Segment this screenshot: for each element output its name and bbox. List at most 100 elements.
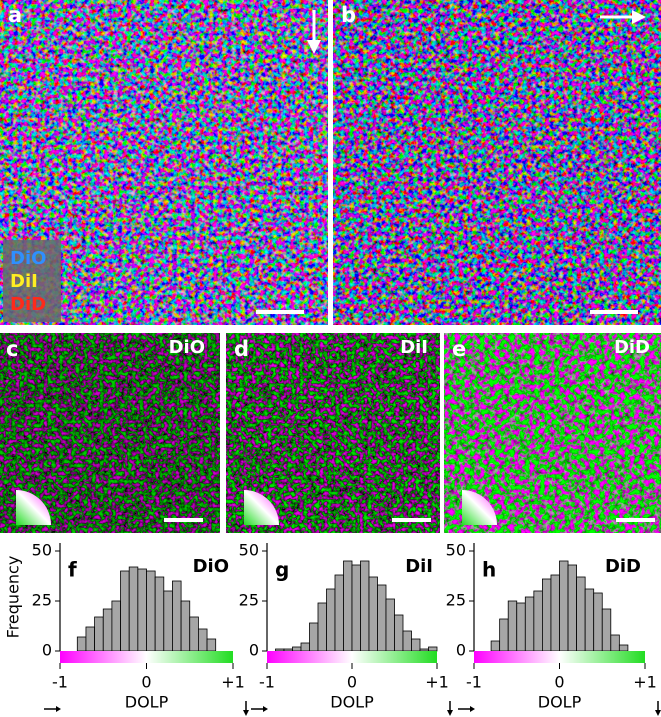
bar bbox=[584, 588, 595, 652]
bar bbox=[499, 618, 509, 652]
x-tick-label: +1 bbox=[633, 673, 657, 692]
bar bbox=[610, 634, 620, 652]
image-b bbox=[333, 0, 661, 325]
colorbar bbox=[474, 651, 645, 663]
orientation-icon bbox=[462, 490, 497, 525]
bar bbox=[137, 568, 147, 652]
bar bbox=[524, 596, 535, 652]
y-tick-label: 25 bbox=[239, 591, 259, 610]
x-tick-label: -1 bbox=[52, 673, 68, 692]
legend-entry: DiO bbox=[10, 248, 46, 269]
bar bbox=[163, 590, 173, 652]
bar bbox=[516, 602, 526, 652]
x-tick-label: 0 bbox=[347, 673, 357, 692]
bar bbox=[334, 574, 344, 652]
legend-box bbox=[3, 240, 61, 322]
y-tick-label: 0 bbox=[42, 641, 52, 660]
bar bbox=[146, 570, 156, 652]
bar bbox=[402, 630, 412, 652]
panel-label: e bbox=[452, 337, 466, 361]
orientation-icon bbox=[16, 490, 51, 525]
y-tick-label: 50 bbox=[239, 541, 259, 560]
arrow-head bbox=[307, 40, 321, 54]
bar bbox=[300, 642, 310, 652]
bar bbox=[419, 648, 429, 652]
bar bbox=[368, 576, 378, 652]
bar bbox=[343, 560, 353, 652]
bar bbox=[542, 578, 552, 652]
bar bbox=[76, 636, 87, 652]
dye-label: DiD bbox=[614, 337, 650, 358]
chart-title: DiD bbox=[605, 556, 641, 577]
bar bbox=[189, 616, 199, 652]
y-tick-label: 0 bbox=[249, 641, 259, 660]
bar bbox=[385, 598, 395, 652]
bar bbox=[351, 564, 361, 652]
bar bbox=[180, 600, 191, 652]
bar bbox=[559, 560, 569, 652]
arrow-head bbox=[632, 10, 646, 24]
x-tick-label: 0 bbox=[554, 673, 564, 692]
x-tick-label: -1 bbox=[259, 673, 275, 692]
bar bbox=[490, 640, 501, 652]
bar bbox=[94, 616, 104, 652]
chart-title: DiI bbox=[405, 556, 433, 577]
colorbar bbox=[267, 651, 437, 663]
panel-label: h bbox=[482, 558, 496, 582]
orientation-icon bbox=[244, 490, 279, 525]
bar bbox=[377, 584, 387, 652]
x-tick-label: -1 bbox=[466, 673, 482, 692]
panel-label: b bbox=[341, 3, 356, 27]
y-tick-label: 50 bbox=[32, 541, 52, 560]
bar bbox=[309, 622, 319, 652]
y-axis-label: Frequency bbox=[4, 556, 23, 639]
bar bbox=[206, 638, 217, 652]
dye-label: DiO bbox=[169, 337, 205, 358]
panel-label: d bbox=[234, 337, 249, 361]
bar bbox=[576, 576, 586, 652]
bar bbox=[507, 600, 518, 652]
panel-label: g bbox=[275, 558, 289, 582]
bar bbox=[197, 628, 208, 652]
panel-label: a bbox=[8, 3, 22, 27]
bar bbox=[326, 588, 336, 652]
bar bbox=[283, 648, 293, 652]
bar bbox=[102, 608, 113, 652]
bar bbox=[85, 626, 95, 652]
bar bbox=[601, 608, 612, 652]
bar bbox=[533, 590, 543, 652]
panel-label: f bbox=[68, 558, 77, 582]
y-tick-label: 25 bbox=[32, 591, 52, 610]
x-tick-label: 0 bbox=[141, 673, 151, 692]
bar bbox=[172, 580, 182, 652]
bar bbox=[593, 592, 603, 652]
arrow-head bbox=[56, 706, 61, 712]
bar bbox=[567, 564, 577, 652]
bar bbox=[128, 566, 139, 652]
bar bbox=[550, 574, 560, 652]
bar bbox=[428, 646, 438, 652]
dye-label: DiI bbox=[400, 337, 428, 358]
chart-title: DiO bbox=[193, 556, 229, 577]
x-tick-label: +1 bbox=[221, 673, 245, 692]
x-tick-label: +1 bbox=[425, 673, 449, 692]
bar bbox=[275, 648, 285, 652]
arrow-head bbox=[263, 706, 268, 712]
bar bbox=[618, 644, 629, 652]
colorbar bbox=[60, 651, 233, 663]
legend-entry: DiD bbox=[10, 294, 46, 315]
bar bbox=[154, 576, 165, 652]
arrow-head bbox=[655, 710, 661, 716]
bar bbox=[394, 614, 404, 652]
x-axis-label: DOLP bbox=[125, 693, 169, 712]
arrow-head bbox=[243, 710, 249, 716]
legend-entry: DiI bbox=[10, 271, 38, 292]
bar bbox=[120, 570, 130, 652]
bar bbox=[317, 602, 327, 652]
x-axis-label: DOLP bbox=[538, 693, 582, 712]
arrow-head bbox=[470, 706, 475, 712]
bar bbox=[411, 638, 421, 652]
x-axis-label: DOLP bbox=[330, 693, 374, 712]
